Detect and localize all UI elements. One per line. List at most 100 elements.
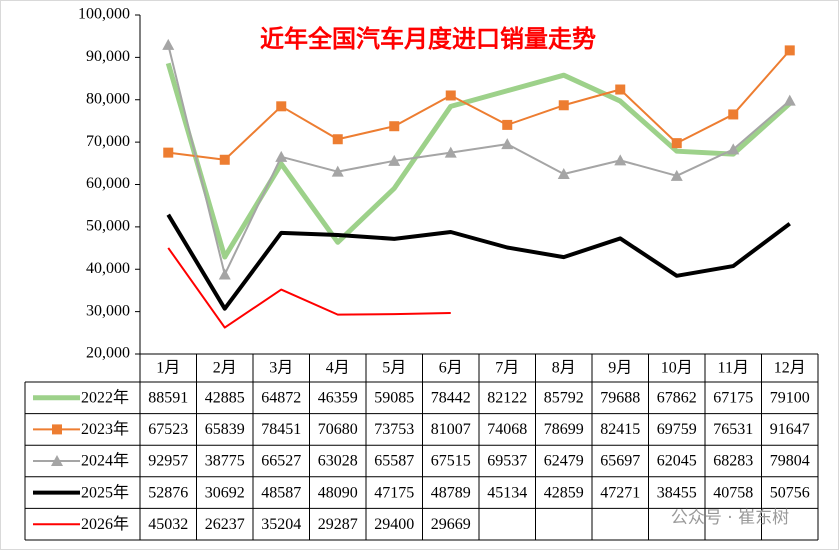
- table-value: 29287: [318, 516, 358, 533]
- table-value: 47175: [374, 484, 414, 501]
- table-value: 52876: [148, 484, 188, 501]
- series-line: [165, 62, 792, 260]
- table-value: 46359: [318, 389, 358, 406]
- table-value: 29669: [431, 516, 471, 533]
- series-line: [167, 44, 791, 276]
- table-value: 91647: [770, 421, 810, 438]
- marker: [784, 45, 795, 56]
- table-value: 67523: [148, 421, 188, 438]
- table-value: 68283: [713, 453, 753, 470]
- table-value: 47271: [600, 484, 640, 501]
- table-value: 30692: [205, 484, 245, 501]
- table-value: 38775: [205, 453, 245, 470]
- table-value: 67175: [713, 389, 753, 406]
- marker: [388, 154, 401, 166]
- table-value: 40758: [713, 484, 753, 501]
- table-value: 64872: [261, 389, 301, 406]
- marker: [557, 167, 570, 179]
- table-value: 65587: [374, 453, 414, 470]
- x-tick-label: 9月: [608, 360, 632, 377]
- x-tick-label: 6月: [439, 360, 463, 377]
- table-value: 29400: [374, 516, 414, 533]
- table-value: 59085: [374, 389, 414, 406]
- table-value: 74068: [487, 421, 527, 438]
- marker: [389, 121, 400, 132]
- table-value: 48090: [318, 484, 358, 501]
- table-value: 88591: [148, 389, 188, 406]
- table-value: 48789: [431, 484, 471, 501]
- y-tick-label: 80,000: [86, 90, 130, 107]
- marker: [671, 138, 682, 149]
- table-value: 82122: [487, 389, 527, 406]
- marker: [218, 268, 231, 280]
- table-value: 79100: [770, 389, 810, 406]
- series-line: [166, 213, 791, 311]
- table-value: 26237: [205, 516, 245, 533]
- table-value: 69759: [657, 421, 697, 438]
- table-value: 48587: [261, 484, 301, 501]
- marker: [783, 94, 796, 106]
- marker: [727, 143, 740, 155]
- y-tick-label: 60,000: [86, 175, 130, 192]
- table-value: 42859: [544, 484, 584, 501]
- table-value: 45134: [487, 484, 527, 501]
- watermark: 公众号 · 崔东树: [671, 508, 789, 528]
- marker: [275, 150, 288, 162]
- marker: [444, 146, 457, 158]
- legend-marker: [52, 424, 62, 435]
- table-value: 70680: [318, 421, 358, 438]
- x-tick-label: 3月: [269, 360, 293, 377]
- marker: [163, 147, 174, 158]
- y-tick-label: 90,000: [86, 48, 130, 65]
- marker: [219, 154, 230, 165]
- table-value: 50756: [770, 484, 810, 501]
- x-tick-label: 8月: [552, 360, 576, 377]
- table-value: 69537: [487, 453, 527, 470]
- table-value: 92957: [148, 453, 188, 470]
- y-tick-label: 70,000: [86, 133, 130, 150]
- table-value: 38455: [657, 484, 697, 501]
- legend-label: 2026年: [81, 515, 129, 533]
- x-tick-label: 5月: [382, 360, 406, 377]
- marker: [615, 84, 626, 95]
- marker: [558, 100, 569, 111]
- table-value: 79804: [770, 453, 810, 470]
- x-tick-label: 11月: [718, 360, 749, 377]
- marker: [728, 109, 739, 120]
- table-value: 63028: [318, 453, 358, 470]
- x-tick-label: 2月: [213, 360, 237, 377]
- x-tick-label: 7月: [495, 360, 519, 377]
- table-value: 78451: [261, 421, 301, 438]
- y-tick-label: 40,000: [86, 260, 130, 277]
- table-value: 65697: [600, 453, 640, 470]
- legend-label: 2022年: [81, 388, 129, 406]
- y-tick-label: 50,000: [86, 218, 130, 235]
- y-tick-label: 30,000: [86, 302, 130, 319]
- table-value: 65839: [205, 421, 245, 438]
- table-value: 62479: [544, 453, 584, 470]
- table-value: 76531: [713, 421, 753, 438]
- marker: [614, 154, 627, 166]
- legend-label: 2025年: [81, 483, 129, 501]
- table-value: 78442: [431, 389, 471, 406]
- chart-title: 近年全国汽车月度进口销量走势: [260, 25, 596, 53]
- marker: [331, 165, 344, 177]
- marker: [501, 138, 514, 150]
- table-value: 85792: [544, 389, 584, 406]
- table-value: 67515: [431, 453, 471, 470]
- table-value: 66527: [261, 453, 301, 470]
- legend-label: 2023年: [81, 420, 129, 438]
- table-value: 82415: [600, 421, 640, 438]
- marker: [445, 90, 456, 101]
- table-value: 79688: [600, 389, 640, 406]
- marker: [332, 134, 343, 145]
- table-value: 45032: [148, 516, 188, 533]
- table-value: 62045: [657, 453, 697, 470]
- x-tick-label: 10月: [661, 360, 693, 377]
- x-tick-label: 12月: [774, 360, 806, 377]
- table-value: 78699: [544, 421, 584, 438]
- y-tick-label: 20,000: [86, 345, 130, 362]
- table-value: 35204: [261, 516, 301, 533]
- series-line: [168, 49, 791, 161]
- marker: [670, 169, 683, 181]
